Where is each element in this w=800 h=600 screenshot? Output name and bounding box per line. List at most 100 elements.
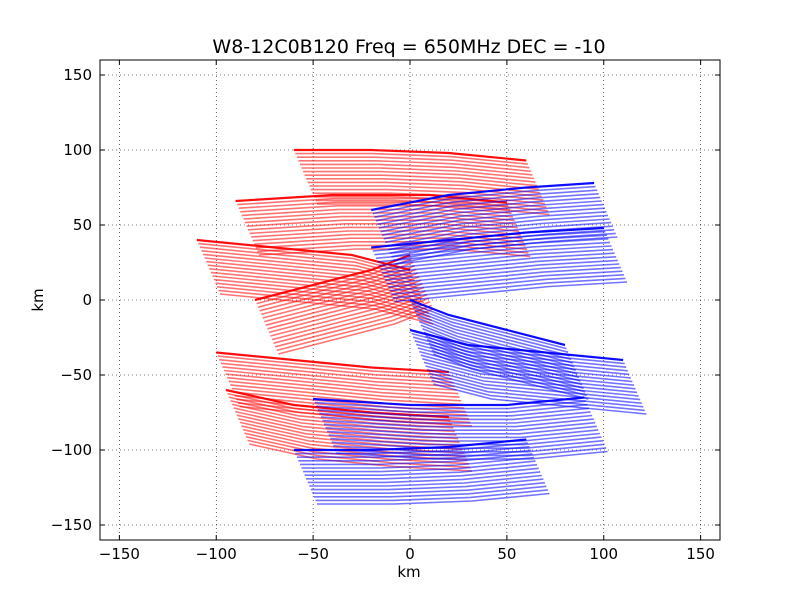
y-tick-label: −100 (51, 441, 92, 459)
uv-track (429, 376, 644, 408)
uv-track (268, 286, 425, 334)
uv-track (222, 366, 455, 388)
uv-track (303, 460, 536, 473)
uv-track (388, 221, 612, 251)
y-tick-label: 150 (63, 66, 92, 84)
uv-track (323, 421, 596, 431)
uv-track (334, 447, 607, 457)
uv-track (265, 279, 422, 326)
uv-track (278, 308, 434, 355)
uv-track (264, 275, 420, 323)
uv-track (325, 425, 597, 435)
uv-track (244, 215, 517, 225)
chart-title: W8-12C0B120 Freq = 650MHz DEC = -10 (212, 36, 605, 58)
uv-track (296, 445, 530, 458)
uv-track-edge (293, 148, 527, 162)
x-tick-label: 0 (405, 545, 415, 563)
uv-track (378, 245, 612, 267)
uv-track (336, 450, 608, 460)
uv-track (241, 208, 514, 218)
y-tick-label: 50 (73, 216, 92, 234)
uv-track (380, 203, 604, 233)
uv-track (270, 290, 426, 337)
uv-track (377, 241, 611, 263)
uv-track-edge (235, 193, 508, 204)
uv-track (225, 373, 459, 395)
uv-track (431, 379, 645, 412)
uv-track (375, 193, 599, 222)
uv-track (247, 439, 471, 469)
x-tick-label: 150 (686, 545, 715, 563)
uv-track (312, 481, 545, 494)
uv-track (304, 174, 538, 187)
uv-track (306, 467, 539, 480)
uv-track (252, 233, 524, 243)
data-area (196, 148, 647, 505)
uv-track (322, 418, 594, 428)
uv-track (273, 297, 429, 344)
uv-track (389, 270, 623, 292)
uv-track (295, 442, 528, 455)
y-tick-label: 100 (63, 141, 92, 159)
uv-track-edge (196, 238, 411, 272)
uv-track (327, 429, 599, 439)
uv-track (420, 324, 576, 371)
uv-track (254, 237, 526, 247)
uv-track-edge (293, 438, 527, 452)
uv-track (315, 489, 548, 502)
uv-track (391, 229, 615, 258)
uv-track (228, 380, 462, 402)
uv-track (319, 411, 591, 421)
uv-track (378, 200, 602, 229)
x-tick-label: −150 (99, 545, 140, 563)
uv-track (374, 189, 598, 218)
uv-track (386, 218, 610, 247)
uv-track (276, 304, 432, 352)
uv-track (415, 313, 572, 361)
uv-track (220, 362, 454, 384)
uv-track (385, 214, 609, 244)
uv-track (238, 201, 511, 211)
grid (100, 60, 720, 540)
uv-track (380, 248, 614, 270)
uv-track (419, 320, 575, 368)
uv-track (422, 328, 578, 375)
uv-track (431, 349, 587, 397)
uv-track (227, 376, 460, 398)
uv-track (417, 317, 573, 364)
uv-track (219, 358, 452, 380)
uv-track (255, 241, 528, 251)
uv-track (385, 259, 618, 281)
uv-track (414, 310, 570, 357)
uv-track (313, 485, 547, 498)
uv-track (223, 369, 457, 391)
uv-track (298, 449, 531, 462)
uv-track (426, 368, 641, 401)
uv-track (258, 248, 531, 258)
uv-track (382, 252, 615, 274)
uv-track (303, 170, 536, 183)
uv-track (296, 156, 530, 169)
uv-track (394, 236, 618, 265)
uv-track (306, 178, 539, 191)
uv-track (249, 226, 521, 236)
y-tick-label: −150 (51, 516, 92, 534)
uv-track (428, 342, 584, 389)
uv-track (307, 471, 541, 484)
uv-track (317, 492, 550, 505)
uv-track (386, 263, 620, 285)
uv-track (256, 257, 412, 305)
uv-track (300, 163, 533, 176)
uv-track (247, 223, 520, 233)
y-axis-label: km (29, 288, 47, 311)
uv-track (309, 474, 542, 487)
uv-track (429, 346, 586, 393)
uv-track-edge (254, 253, 411, 302)
uv-track (274, 301, 431, 348)
uv-track-edge (409, 298, 566, 347)
uv-track (240, 205, 512, 215)
uv-track (246, 219, 518, 229)
uv-track (392, 277, 626, 299)
uv-track (261, 268, 417, 316)
